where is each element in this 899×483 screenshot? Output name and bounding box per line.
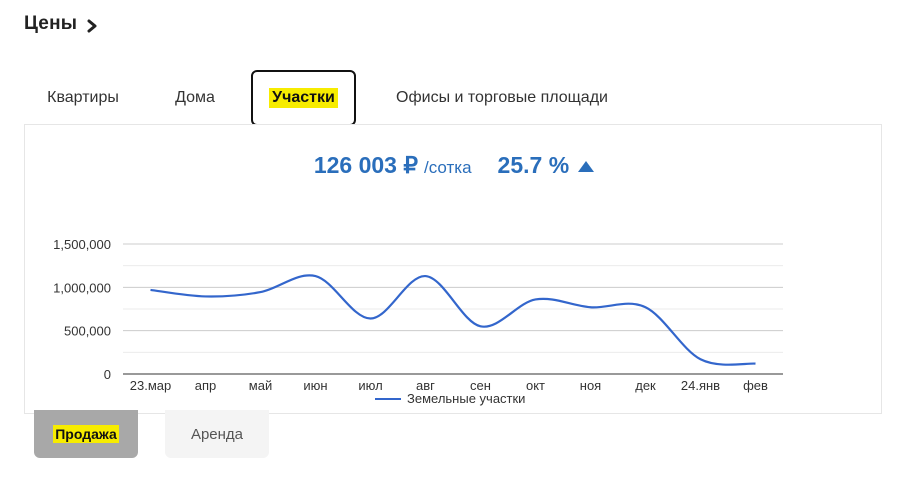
legend-label: Земельные участки <box>407 391 525 406</box>
tab-label: Офисы и торговые площади <box>396 89 608 106</box>
x-tick-label: июл <box>358 378 382 393</box>
category-tabs: Квартиры Дома Участки Офисы и торговые п… <box>24 70 884 126</box>
tab-houses[interactable]: Дома <box>164 70 226 126</box>
price-change: 25.7 % <box>497 152 570 178</box>
tab-label: Квартиры <box>47 89 119 106</box>
chevron-right-icon <box>87 19 97 32</box>
y-tick-label: 1,500,000 <box>53 237 111 252</box>
y-tick-label: 0 <box>104 367 111 382</box>
tab-label: Участки <box>269 88 338 108</box>
line-chart: 1,500,000 1,000,000 500,000 0 23.мар апр май ию… <box>53 237 783 406</box>
x-tick-label: дек <box>635 378 656 393</box>
price-value: 126 003 ₽ <box>313 152 418 178</box>
tab-land-plots[interactable]: Участки <box>251 70 356 126</box>
price-stats: 126 003 ₽ /сотка 25.7 % <box>25 152 883 179</box>
x-tick-label: окт <box>526 378 545 393</box>
tab-offices[interactable]: Офисы и торговые площади <box>382 70 622 126</box>
tab-apartments[interactable]: Квартиры <box>24 70 142 126</box>
x-tick-label: июн <box>303 378 327 393</box>
price-unit: /сотка <box>424 158 472 177</box>
prices-header-link[interactable]: Цены <box>24 13 99 35</box>
sale-button[interactable]: Продажа <box>34 410 138 458</box>
x-tick-label: 23.мар <box>130 378 171 393</box>
tab-label: Дома <box>175 89 215 106</box>
x-tick-label: май <box>249 378 272 393</box>
x-tick-label: авг <box>416 378 435 393</box>
page-title: Цены <box>24 13 78 34</box>
x-tick-label: сен <box>470 378 491 393</box>
y-tick-label: 500,000 <box>64 324 111 339</box>
x-tick-label: ноя <box>580 378 601 393</box>
x-tick-label: 24.янв <box>681 378 720 393</box>
x-tick-label: апр <box>195 378 217 393</box>
y-tick-label: 1,000,000 <box>53 280 111 295</box>
x-tick-label: фев <box>743 378 768 393</box>
sale-label: Продажа <box>53 425 119 443</box>
up-arrow-icon <box>578 161 595 172</box>
rent-label: Аренда <box>190 425 244 443</box>
series-line <box>150 274 756 366</box>
price-chart-card: 126 003 ₽ /сотка 25.7 % 1,500,000 1,000,0… <box>24 124 882 414</box>
deal-type-switch: Продажа Аренда <box>34 410 269 458</box>
rent-button[interactable]: Аренда <box>165 410 269 458</box>
